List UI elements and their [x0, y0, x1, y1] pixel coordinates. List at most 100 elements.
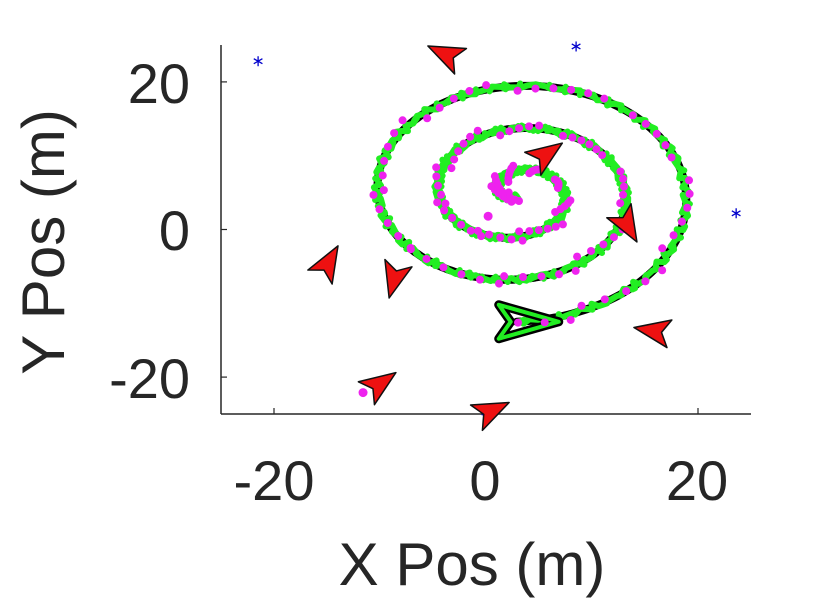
measurement-point	[394, 231, 403, 240]
measurement-point	[435, 103, 444, 112]
measurement-point	[473, 126, 482, 135]
sensor-triangle-marker	[427, 45, 468, 75]
measurement-point	[500, 272, 509, 281]
measurement-point	[369, 190, 378, 199]
measurement-point	[441, 199, 450, 208]
measurement-point	[577, 136, 586, 145]
measurement-point	[549, 84, 558, 93]
sensor-triangle-marker	[633, 319, 673, 349]
measurement-point	[485, 230, 494, 239]
measurement-point	[483, 211, 493, 221]
measurement-point	[551, 207, 560, 216]
measurement-point	[487, 182, 496, 191]
measurement-point	[423, 114, 432, 123]
estimated-trajectory-arrowhead	[496, 302, 561, 341]
measurement-point	[641, 277, 650, 286]
measurement-point	[398, 116, 407, 125]
measurement-point	[683, 203, 692, 212]
measurement-point	[466, 226, 475, 235]
measurement-point	[495, 279, 504, 288]
measurement-point	[378, 171, 387, 180]
measurement-point	[553, 183, 562, 192]
measurement-point	[658, 244, 667, 253]
measurement-point	[383, 142, 392, 151]
measurement-point	[406, 243, 415, 252]
measurement-point	[558, 220, 567, 229]
measurement-point	[433, 181, 442, 190]
measurement-point	[652, 129, 661, 138]
measurement-point	[433, 198, 442, 207]
landmark-series	[253, 41, 741, 418]
measurement-point	[685, 176, 694, 185]
measurement-point	[609, 233, 618, 242]
measurement-point	[447, 164, 456, 173]
axis-ticks	[221, 81, 699, 414]
measurement-point	[457, 220, 466, 229]
measurement-point	[619, 190, 628, 199]
measurement-point	[534, 226, 543, 235]
x-tick-label: 20	[666, 449, 728, 512]
measurement-point	[440, 206, 449, 215]
measurement-point	[505, 127, 514, 136]
measurement-point	[587, 246, 596, 255]
measurement-point	[457, 270, 466, 279]
measurement-point	[585, 140, 594, 149]
measurement-point	[509, 161, 518, 170]
measurement-point	[383, 218, 392, 227]
plot-axes	[220, 45, 751, 415]
measurement-point	[454, 147, 463, 156]
measurement-point	[584, 89, 593, 98]
measurement-point	[496, 233, 505, 242]
measurement-point	[598, 151, 607, 160]
measurement-point	[432, 163, 441, 172]
measurement-point	[449, 94, 458, 103]
measurement-point	[379, 186, 388, 195]
measurement-point	[450, 155, 459, 164]
measurement-point	[543, 224, 552, 233]
measurement-point	[518, 236, 527, 245]
measurement-point	[507, 235, 516, 244]
measurement-point	[592, 145, 601, 154]
measurement-point	[669, 231, 678, 240]
measurement-point	[439, 263, 448, 272]
measurement-point	[437, 190, 446, 199]
measurement-point	[496, 131, 505, 140]
measurement-point	[477, 232, 486, 241]
measurement-point	[514, 318, 523, 327]
x-tick-label: 0	[469, 449, 500, 512]
measurement-point	[661, 141, 670, 150]
measurement-point	[490, 172, 499, 181]
measurement-point	[577, 301, 586, 310]
landmark-asterisk-marker	[253, 56, 263, 67]
measurement-point	[375, 205, 384, 214]
measurement-point	[677, 217, 686, 226]
measurement-point	[537, 272, 546, 281]
x-tick-label: -20	[234, 449, 315, 512]
measurement-point	[566, 315, 575, 324]
landmark-asterisk-marker	[731, 208, 741, 219]
measurement-point	[567, 85, 576, 94]
measurement-point	[619, 174, 628, 183]
measurement-point	[658, 266, 667, 275]
sensor-triangle-marker	[524, 142, 564, 176]
measurement-point	[558, 131, 567, 140]
sensor-triangle-marker	[357, 371, 397, 406]
measurement-point	[555, 270, 564, 279]
sensor-triangle-marker	[606, 202, 638, 243]
measurement-point	[466, 132, 475, 141]
measurement-point	[641, 119, 650, 128]
sensor-triangle-marker	[384, 258, 413, 299]
landmark-asterisk-marker	[571, 41, 581, 52]
measurement-point	[616, 199, 625, 208]
y-tick-label: 0	[159, 199, 190, 262]
y-tick-label: -20	[109, 347, 190, 410]
measurement-point	[667, 153, 676, 162]
measurement-point	[390, 129, 399, 138]
measurement-point	[482, 81, 491, 90]
measurement-point	[568, 133, 577, 142]
measurement-series	[358, 81, 694, 398]
sensor-triangle-marker	[307, 245, 339, 285]
measurement-point	[459, 139, 468, 148]
measurement-point	[599, 240, 608, 249]
measurement-point	[525, 122, 534, 131]
